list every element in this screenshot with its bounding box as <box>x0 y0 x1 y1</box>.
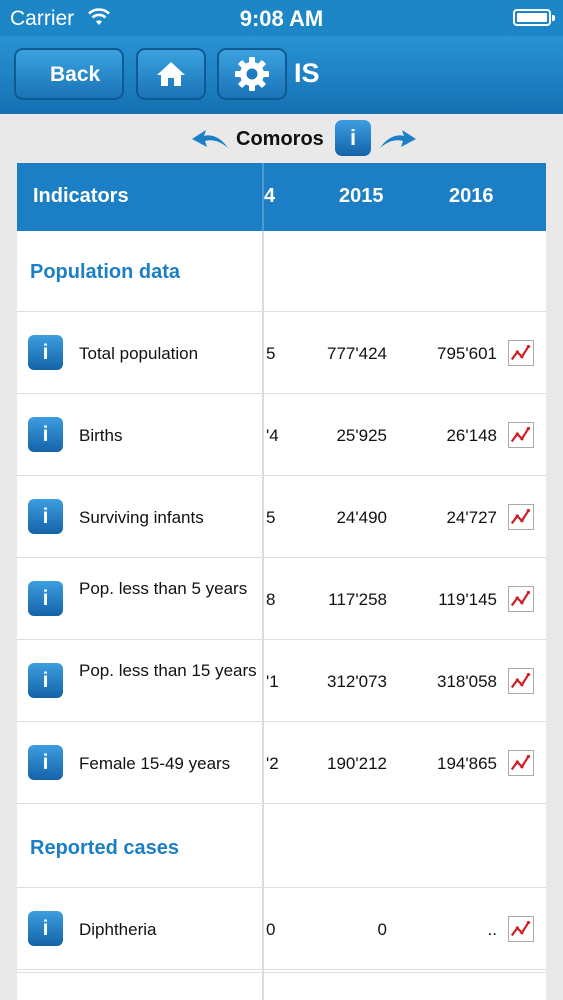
value-partial-year: '1 <box>266 672 279 691</box>
gear-icon <box>235 57 269 91</box>
chart-icon[interactable] <box>508 340 534 366</box>
header-divider <box>262 163 264 231</box>
value-2016: 795'601 <box>437 344 497 363</box>
chart-icon[interactable] <box>508 586 534 612</box>
back-button[interactable]: Back <box>14 48 124 100</box>
country-selector: Comoros i <box>0 118 563 160</box>
header-indicators: Indicators <box>33 185 129 207</box>
table-row[interactable]: i Surviving infants 5 24'490 24'727 <box>17 477 546 558</box>
indicator-label: Pop. less than 5 years <box>79 579 248 598</box>
info-icon[interactable]: i <box>28 663 63 698</box>
value-2015: 190'212 <box>327 754 387 773</box>
next-country-arrow-icon[interactable] <box>378 128 418 152</box>
value-2016: 24'727 <box>446 508 497 527</box>
section-row: Population data <box>17 231 546 312</box>
value-partial-year: '4 <box>266 426 279 445</box>
value-2016: .. <box>487 920 497 939</box>
chart-icon[interactable] <box>508 668 534 694</box>
header-year-2015: 2015 <box>339 185 384 207</box>
info-icon[interactable]: i <box>28 911 63 946</box>
info-icon[interactable]: i <box>28 581 63 616</box>
indicator-label: Births <box>79 426 123 445</box>
back-button-label: Back <box>50 63 101 86</box>
value-2015: 312'073 <box>327 672 387 691</box>
nav-bar: Back IS <box>0 36 563 114</box>
value-2016: 26'148 <box>446 426 497 445</box>
chart-icon[interactable] <box>508 916 534 942</box>
column-divider <box>262 163 264 1000</box>
home-button[interactable] <box>136 48 206 100</box>
section-row: Reported cases <box>17 807 546 888</box>
country-name: Comoros <box>236 128 324 150</box>
info-icon[interactable]: i <box>28 417 63 452</box>
value-2015: 24'490 <box>336 508 387 527</box>
header-year-partial: 4 <box>264 185 276 207</box>
clock: 9:08 AM <box>239 6 324 31</box>
country-info-button[interactable]: i <box>335 120 371 156</box>
table-header: Indicators 4 2015 2016 <box>17 163 546 231</box>
value-partial-year: 5 <box>266 344 276 363</box>
value-2015: 25'925 <box>336 426 387 445</box>
chart-icon[interactable] <box>508 504 534 530</box>
table-row-partial <box>17 972 546 1000</box>
indicator-label: Total population <box>79 344 199 363</box>
info-icon[interactable]: i <box>28 499 63 534</box>
status-bar: Carrier 9:08 AM <box>0 0 563 36</box>
value-2015: 0 <box>377 920 387 939</box>
table-row[interactable]: i Births '4 25'925 26'148 <box>17 395 546 476</box>
chart-icon[interactable] <box>508 422 534 448</box>
value-2016: 119'145 <box>438 590 497 609</box>
indicator-table: Indicators 4 2015 2016 Population data i… <box>17 163 546 1000</box>
table-row[interactable]: i Total population 5 777'424 795'601 <box>17 313 546 394</box>
section-title: Population data <box>30 261 180 283</box>
carrier-label: Carrier <box>10 7 75 30</box>
indicator-label: Pop. less than 15 years <box>79 661 257 680</box>
value-partial-year: 8 <box>266 590 276 609</box>
indicator-label: Diphtheria <box>79 920 157 939</box>
value-partial-year: 5 <box>266 508 276 527</box>
table-row[interactable]: i Female 15-49 years '2 190'212 194'865 <box>17 723 546 804</box>
wifi-icon <box>88 8 110 25</box>
value-partial-year: '2 <box>266 754 279 773</box>
info-icon[interactable]: i <box>28 335 63 370</box>
value-partial-year: 0 <box>266 920 276 939</box>
table-row[interactable]: i Diphtheria 0 0 .. <box>17 889 546 970</box>
info-icon[interactable]: i <box>28 745 63 780</box>
value-2016: 318'058 <box>437 672 497 691</box>
previous-country-arrow-icon[interactable] <box>190 128 230 152</box>
value-2015: 777'424 <box>327 344 387 363</box>
table-row[interactable]: i Pop. less than 5 years 8 117'258 119'1… <box>17 559 546 640</box>
screen-title: IS <box>294 58 320 88</box>
settings-button[interactable] <box>217 48 287 100</box>
indicator-label: Surviving infants <box>79 508 204 527</box>
value-2015: 117'258 <box>328 590 387 609</box>
battery-icon <box>513 9 555 26</box>
table-row[interactable]: i Pop. less than 15 years '1 312'073 318… <box>17 641 546 722</box>
chart-icon[interactable] <box>508 750 534 776</box>
indicator-label: Female 15-49 years <box>79 754 231 773</box>
home-icon <box>157 62 185 86</box>
header-year-2016: 2016 <box>449 185 494 207</box>
value-2016: 194'865 <box>437 754 497 773</box>
section-title: Reported cases <box>30 837 179 859</box>
